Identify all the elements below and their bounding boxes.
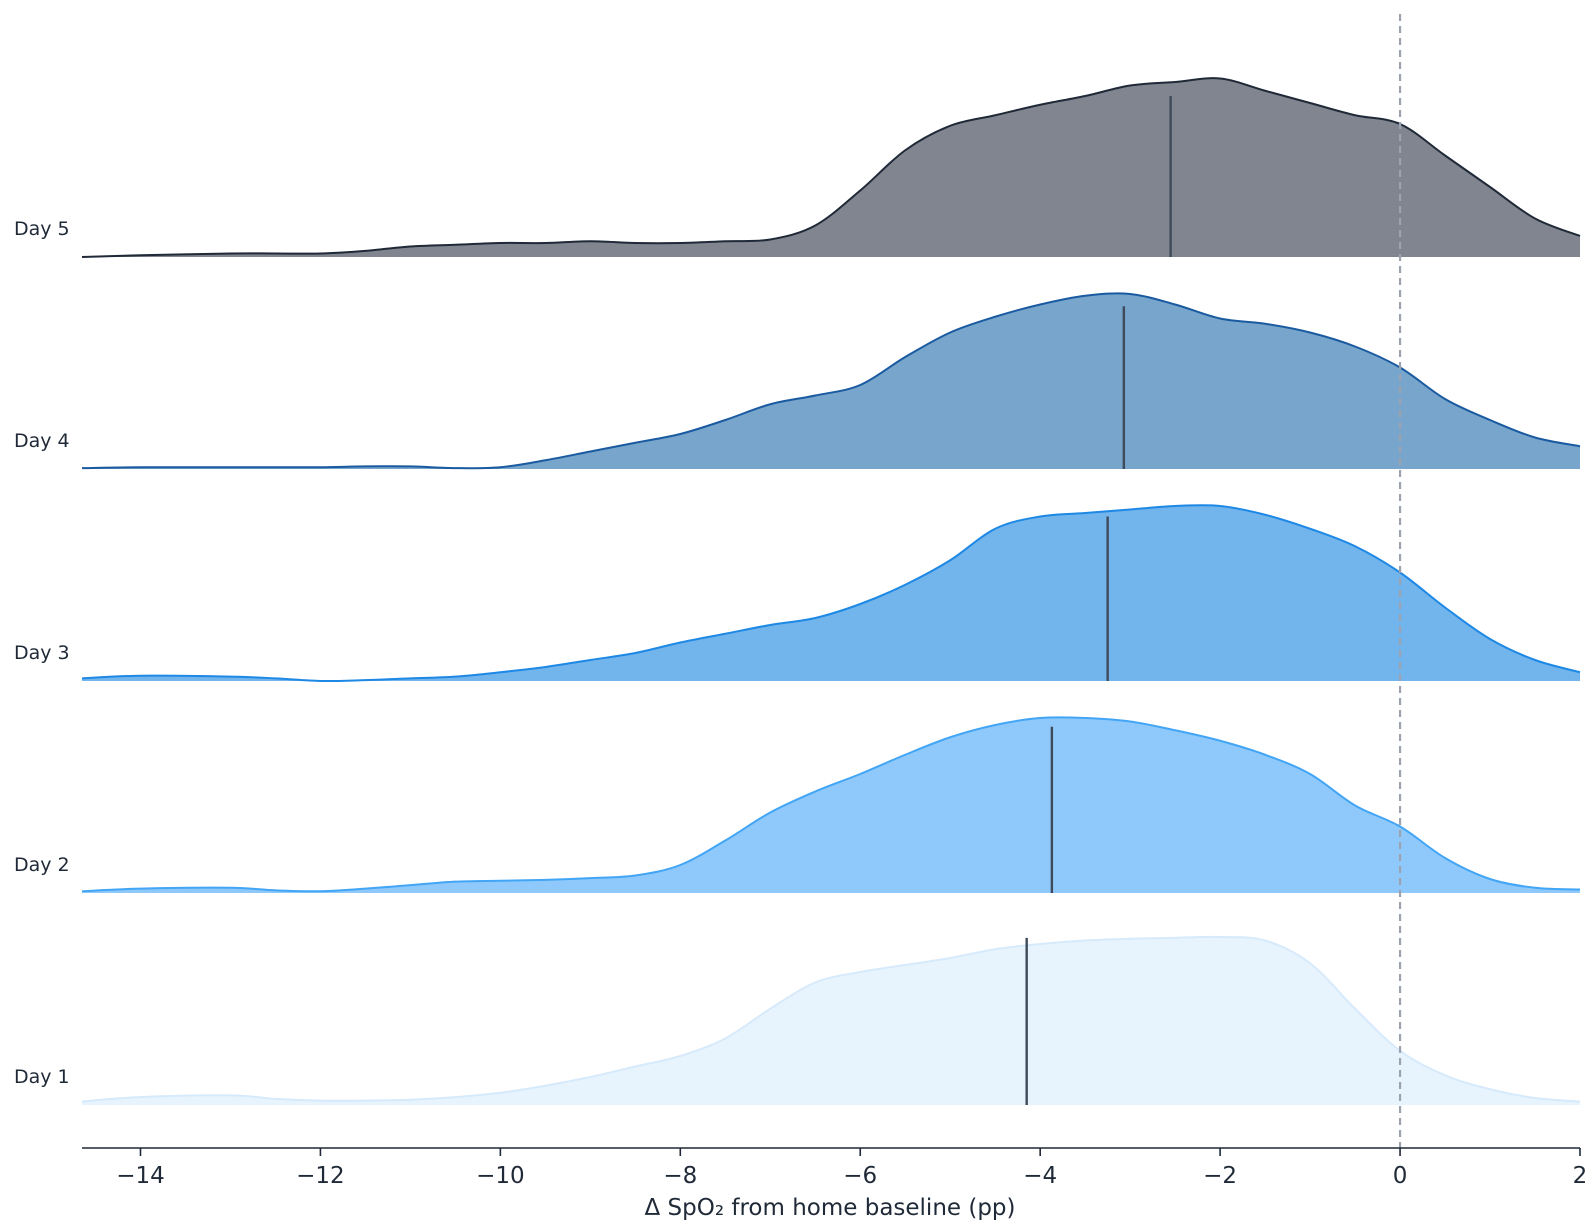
ridge-outline-day-4 [81, 292, 1581, 470]
row-label-day-3: Day 3 [14, 642, 70, 664]
x-tick-label: −12 [296, 1163, 345, 1189]
ridge-layer: Day 5 Day 4 Day 3 Day 2 Day 1 [14, 77, 1581, 1105]
ridge-area-day-4 [82, 293, 1580, 469]
x-tick-label: 0 [1393, 1163, 1408, 1189]
ridge-outline-day-2 [81, 716, 1581, 893]
x-tick-label: −6 [843, 1163, 877, 1189]
ridge-day-2: Day 2 [14, 716, 1581, 893]
x-axis-title: Δ SpO₂ from home baseline (pp) [644, 1195, 1015, 1221]
ridge-day-1: Day 1 [14, 935, 1581, 1105]
x-axis: −14 −12 −10 −8 −6 −4 −2 0 2 [82, 1147, 1588, 1189]
ridge-day-5: Day 5 [14, 77, 1581, 258]
ridge-day-4: Day 4 [14, 292, 1581, 470]
ridge-area-day-3 [82, 505, 1580, 682]
x-tick-label: −4 [1023, 1163, 1057, 1189]
x-tick-label: −10 [476, 1163, 525, 1189]
ridge-area-day-2 [82, 717, 1580, 893]
row-label-day-1: Day 1 [14, 1066, 70, 1088]
row-label-day-5: Day 5 [14, 218, 70, 240]
ridge-day-3: Day 3 [14, 504, 1581, 683]
ridge-outline-day-3 [81, 504, 1581, 683]
x-tick-label: 2 [1573, 1163, 1588, 1189]
row-label-day-4: Day 4 [14, 430, 70, 452]
ridge-outline-day-5 [81, 77, 1581, 258]
ridge-outline-day-1 [81, 935, 1581, 1103]
row-label-day-2: Day 2 [14, 854, 70, 876]
x-tick-label: −8 [663, 1163, 697, 1189]
x-tick-label: −14 [116, 1163, 165, 1189]
ridge-area-day-1 [82, 936, 1580, 1105]
x-tick-label: −2 [1203, 1163, 1237, 1189]
ridge-area-day-5 [82, 78, 1580, 257]
